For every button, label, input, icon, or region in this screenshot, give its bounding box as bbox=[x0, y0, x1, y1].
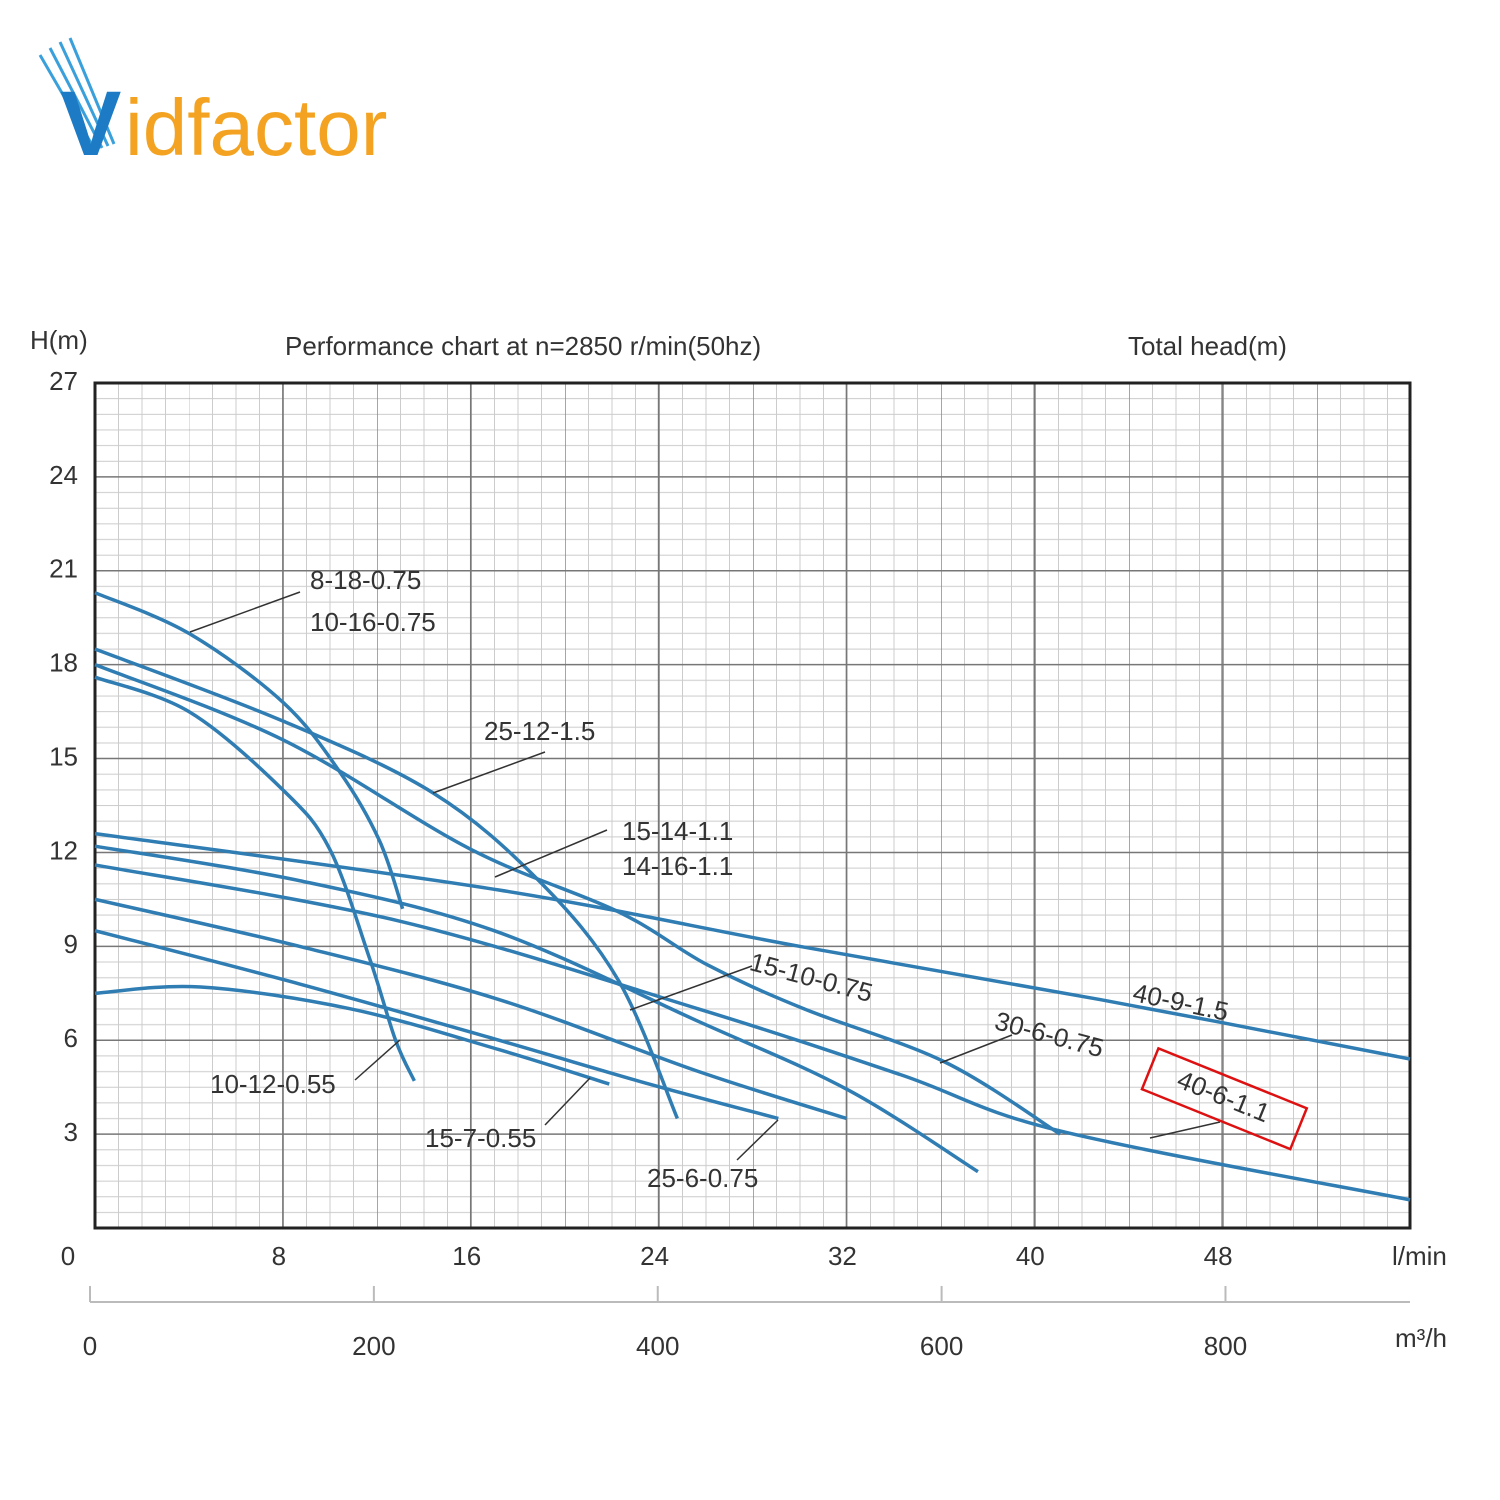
y-tick-label: 0 bbox=[61, 1241, 75, 1271]
chart-title: Performance chart at n=2850 r/min(50hz) bbox=[285, 331, 761, 361]
x-tick-label: 48 bbox=[1204, 1241, 1233, 1271]
leader-line bbox=[736, 1119, 779, 1161]
x-tick-label: 32 bbox=[828, 1241, 857, 1271]
x2-tick-label: 600 bbox=[920, 1331, 963, 1361]
plot-frame bbox=[93, 381, 1412, 1230]
curve-label: 25-6-0.75 bbox=[647, 1163, 758, 1193]
x-tick-label: 8 bbox=[272, 1241, 286, 1271]
y-tick-label: 15 bbox=[49, 741, 78, 771]
curve bbox=[94, 647, 679, 1120]
y-tick-label: 9 bbox=[64, 929, 78, 959]
curve bbox=[94, 897, 847, 1121]
highlight-box bbox=[1140, 1046, 1309, 1151]
curve-label: 15-7-0.55 bbox=[425, 1123, 536, 1153]
curve-label: 8-18-0.75 bbox=[310, 565, 421, 595]
curve bbox=[94, 591, 405, 910]
x2-unit: m³/h bbox=[1395, 1323, 1447, 1353]
curve-label: 15-14-1.1 bbox=[622, 816, 733, 846]
leader-line bbox=[544, 1077, 591, 1126]
x-tick-label: 24 bbox=[640, 1241, 669, 1271]
curve-label: 14-16-1.1 bbox=[622, 851, 733, 881]
leader-line bbox=[939, 1034, 1013, 1064]
x-tick-label: 40 bbox=[1016, 1241, 1045, 1271]
leader-line bbox=[432, 751, 546, 794]
x2-tick-label: 800 bbox=[1204, 1331, 1247, 1361]
curve bbox=[94, 675, 416, 1082]
y-tick-label: 18 bbox=[49, 648, 78, 678]
curve bbox=[94, 863, 1411, 1202]
leader-line bbox=[189, 591, 301, 633]
logo-feathers bbox=[38, 37, 116, 151]
leader-line bbox=[494, 829, 608, 878]
x-unit: l/min bbox=[1392, 1241, 1447, 1271]
logo-text: idfactor bbox=[125, 83, 387, 172]
x2-tick-label: 0 bbox=[83, 1331, 97, 1361]
curve-label: 25-12-1.5 bbox=[484, 716, 595, 746]
curve-label: 10-12-0.55 bbox=[210, 1069, 336, 1099]
y-tick-label: 21 bbox=[49, 554, 78, 584]
curve-label: 10-16-0.75 bbox=[310, 607, 436, 637]
x2-tick-label: 200 bbox=[352, 1331, 395, 1361]
x2-tick-label: 400 bbox=[636, 1331, 679, 1361]
curve bbox=[94, 844, 979, 1174]
y-tick-label: 6 bbox=[64, 1023, 78, 1053]
leader-line bbox=[629, 965, 753, 1011]
y-caption: Total head(m) bbox=[1128, 331, 1287, 361]
curve bbox=[94, 831, 1411, 1061]
leader-line bbox=[1149, 1121, 1221, 1139]
y-tick-label: 3 bbox=[64, 1117, 78, 1147]
curve bbox=[94, 928, 779, 1121]
x-tick-label: 16 bbox=[452, 1241, 481, 1271]
logo-initial: V bbox=[60, 73, 121, 175]
minor-grid bbox=[95, 383, 1410, 1228]
curve bbox=[94, 984, 610, 1086]
y-tick-label: 12 bbox=[49, 835, 78, 865]
leader-line bbox=[354, 1039, 401, 1081]
curve bbox=[94, 663, 1062, 1136]
y-tick-label: 24 bbox=[49, 460, 78, 490]
logo: V idfactor bbox=[38, 37, 387, 175]
y-tick-label: 27 bbox=[49, 366, 78, 396]
y-axis-label: H(m) bbox=[30, 325, 88, 355]
